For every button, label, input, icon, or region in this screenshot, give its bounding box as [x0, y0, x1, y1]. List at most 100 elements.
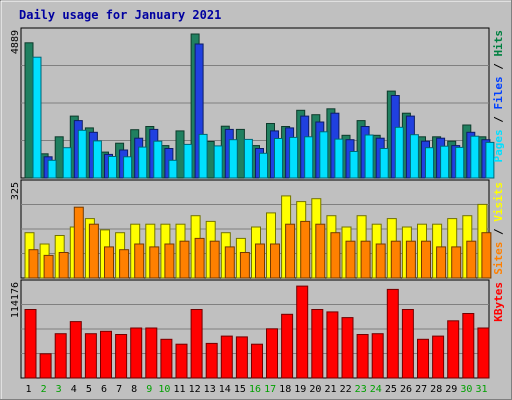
bar-kbytes-29 — [447, 320, 460, 379]
bar-kbytes-14 — [220, 335, 233, 379]
bar-sites-5 — [88, 223, 99, 279]
bar-pages-14 — [228, 139, 238, 179]
bar-sites-2 — [43, 254, 54, 279]
bar-pages-18 — [289, 136, 299, 179]
bar-sites-13 — [209, 240, 220, 279]
bar-kbytes-15 — [235, 336, 248, 379]
bar-pages-27 — [425, 147, 434, 179]
bar-sites-11 — [179, 240, 190, 279]
legend-top: Pages / Files / Hits — [492, 30, 505, 163]
x-axis-labels: 1 2 3 4 5 6 7 8 9 10 11 12 13 14 15 16 17 18 19 20 21 22 23 24 2… — [25, 384, 487, 395]
bar-pages-31 — [485, 141, 495, 179]
bar-kbytes-4 — [69, 321, 82, 379]
x-tick-label-10: 10 — [158, 384, 170, 395]
legend-entry-hits: Hits — [492, 30, 505, 57]
x-tick-label-30: 30 — [460, 384, 472, 395]
bar-kbytes-16 — [251, 343, 263, 379]
bar-pages-13 — [213, 145, 223, 179]
bar-pages-24 — [379, 148, 389, 179]
bar-pages-17 — [274, 138, 283, 179]
bar-sites-10 — [164, 243, 175, 279]
bar-sites-6 — [104, 246, 114, 279]
bar-kbytes-11 — [175, 343, 188, 379]
bar-pages-3 — [62, 147, 72, 179]
y-max-label: 114176 — [10, 282, 21, 318]
x-tick-label-29: 29 — [445, 384, 457, 395]
bar-sites-9 — [149, 246, 160, 279]
bar-sites-1 — [28, 249, 39, 279]
bar-sites-26 — [405, 240, 416, 279]
x-tick-label-25: 25 — [385, 384, 397, 395]
x-tick-label-12: 12 — [189, 384, 201, 395]
legend-entry-sites: Sites — [492, 242, 505, 275]
legend-entry-files: Files — [492, 76, 505, 109]
bar-pages-8 — [138, 146, 148, 179]
bar-pages-5 — [92, 140, 102, 179]
x-tick-label-21: 21 — [324, 384, 336, 395]
x-tick-label-11: 11 — [173, 384, 185, 395]
bar-pages-25 — [394, 126, 404, 179]
x-tick-label-19: 19 — [294, 384, 306, 395]
bar-kbytes-25 — [386, 288, 399, 379]
bar-pages-19 — [304, 136, 314, 179]
bar-sites-31 — [481, 232, 492, 279]
bar-sites-4 — [73, 206, 84, 279]
bar-sites-20 — [315, 223, 326, 279]
bar-sites-17 — [270, 243, 280, 279]
bar-kbytes-21 — [326, 311, 339, 379]
bar-kbytes-26 — [401, 309, 414, 379]
x-tick-label-22: 22 — [340, 384, 352, 395]
bar-pages-16 — [259, 152, 268, 179]
legend-separator: / — [492, 110, 505, 130]
bar-kbytes-7 — [115, 334, 128, 379]
bar-kbytes-18 — [281, 313, 294, 379]
bar-kbytes-3 — [54, 333, 67, 379]
bar-sites-22 — [345, 240, 356, 279]
x-tick-label-23: 23 — [355, 384, 367, 395]
x-tick-label-28: 28 — [430, 384, 442, 395]
legend-middle: Sites / Visits — [492, 182, 505, 275]
legend-separator: / — [492, 222, 505, 242]
bar-kbytes-30 — [462, 313, 475, 379]
panel-top: 4889 Pages / Files / Hits — [10, 27, 505, 179]
bar-kbytes-9 — [145, 327, 158, 379]
bar-pages-9 — [153, 140, 163, 179]
bar-pages-20 — [319, 131, 329, 179]
legend-bottom: KBytes — [492, 282, 505, 322]
bar-kbytes-13 — [205, 342, 218, 379]
bar-sites-30 — [466, 240, 477, 279]
bar-kbytes-1 — [24, 309, 37, 379]
bar-pages-23 — [364, 134, 374, 179]
bar-pages-28 — [440, 145, 450, 179]
x-tick-label-31: 31 — [475, 384, 487, 395]
bar-kbytes-12 — [190, 309, 203, 379]
x-tick-label-13: 13 — [204, 384, 216, 395]
bar-pages-30 — [470, 135, 480, 179]
x-tick-label-16: 16 — [249, 384, 261, 395]
x-tick-label-20: 20 — [309, 384, 321, 395]
x-tick-label-27: 27 — [415, 384, 427, 395]
x-tick-label-5: 5 — [86, 384, 92, 395]
bar-sites-21 — [330, 232, 341, 279]
chart-title: Daily usage for January 2021 — [19, 8, 221, 22]
x-tick-label-18: 18 — [279, 384, 291, 395]
bar-pages-11 — [183, 143, 193, 179]
bar-hits-1 — [24, 42, 34, 179]
bar-pages-15 — [243, 138, 253, 179]
bar-kbytes-20 — [311, 309, 324, 379]
y-max-label: 4889 — [10, 30, 21, 54]
bar-sites-12 — [194, 237, 205, 279]
legend-entry-visits: Visits — [492, 182, 505, 222]
x-tick-label-2: 2 — [41, 384, 47, 395]
bar-kbytes-27 — [417, 338, 429, 379]
bar-kbytes-23 — [356, 334, 369, 379]
bar-sites-27 — [421, 240, 431, 279]
x-tick-label-26: 26 — [400, 384, 412, 395]
bar-pages-4 — [77, 129, 87, 179]
panel-bottom: 114176 KBytes — [10, 279, 505, 379]
bar-sites-19 — [300, 220, 311, 279]
bar-kbytes-19 — [296, 285, 309, 379]
bar-pages-10 — [168, 159, 178, 179]
x-tick-label-17: 17 — [264, 384, 276, 395]
